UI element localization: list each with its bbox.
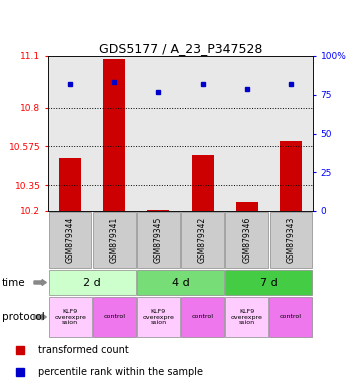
Bar [49,270,135,295]
Text: 2 d: 2 d [83,278,101,288]
Bar [280,141,302,211]
Text: control: control [192,314,214,319]
Text: 4 d: 4 d [171,278,190,288]
Text: time: time [2,278,25,288]
Text: KLF9
overexpre
ssion: KLF9 overexpre ssion [54,309,86,325]
Bar [226,212,268,268]
Bar [225,297,268,337]
Text: percentile rank within the sample: percentile rank within the sample [38,367,203,377]
Text: control: control [103,314,125,319]
Bar [270,212,312,268]
Bar [137,297,180,337]
Text: transformed count: transformed count [38,345,129,355]
Bar [192,155,214,211]
Bar [103,60,125,211]
Text: GSM879344: GSM879344 [66,217,75,263]
Bar [226,270,312,295]
Bar [137,270,224,295]
Bar [236,202,258,211]
Text: KLF9
overexpre
ssion: KLF9 overexpre ssion [143,309,174,325]
Bar [147,210,169,211]
Text: 7 d: 7 d [260,278,278,288]
Text: protocol: protocol [2,312,44,322]
Bar [93,212,135,268]
Bar [181,212,224,268]
Bar [269,297,313,337]
Text: KLF9
overexpre
ssion: KLF9 overexpre ssion [231,309,263,325]
Text: GSM879346: GSM879346 [242,217,251,263]
Text: GSM879342: GSM879342 [198,217,207,263]
Text: GSM879345: GSM879345 [154,217,163,263]
Bar [49,212,91,268]
Bar [93,297,136,337]
Bar [137,212,180,268]
Text: GSM879343: GSM879343 [286,217,295,263]
Bar [59,159,81,211]
Text: control: control [280,314,302,319]
Title: GDS5177 / A_23_P347528: GDS5177 / A_23_P347528 [99,42,262,55]
Bar [181,297,224,337]
Bar [48,297,92,337]
Text: GSM879341: GSM879341 [110,217,119,263]
